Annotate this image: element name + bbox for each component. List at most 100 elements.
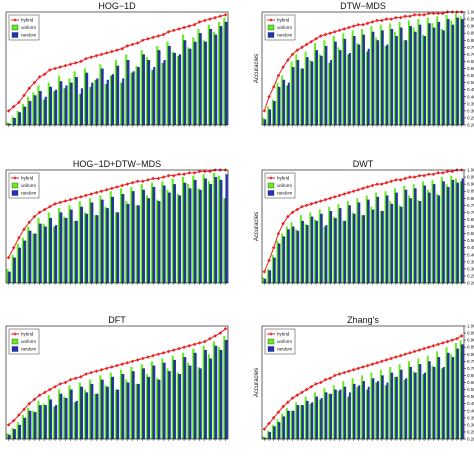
bar-uniform: [309, 212, 312, 283]
y-tick-label: 1.00: [467, 10, 474, 15]
bar-overlap: [291, 226, 294, 283]
bar-overlap: [74, 402, 77, 439]
legend-swatch-random: [267, 32, 275, 38]
bar-uniform: [130, 186, 133, 283]
hybrid-marker: [202, 169, 207, 174]
bar-random: [220, 26, 223, 125]
bar-overlap: [409, 198, 411, 283]
bar-uniform: [68, 205, 71, 283]
bar-random: [414, 372, 417, 439]
hybrid-marker: [120, 183, 124, 188]
bar-random: [372, 378, 375, 439]
hybrid-marker: [58, 382, 63, 386]
bar-uniform: [398, 205, 401, 283]
legend-marker-hybrid: [269, 332, 273, 336]
y-tick-label: 0.60: [467, 66, 474, 71]
bar-random: [419, 364, 422, 439]
bar-random: [55, 225, 58, 283]
bar-uniform: [314, 43, 317, 126]
bar-random: [75, 400, 78, 439]
bar-overlap: [282, 79, 284, 125]
bar-overlap: [49, 399, 51, 439]
bar-uniform: [58, 75, 61, 125]
hybrid-marker: [63, 63, 68, 68]
hybrid-marker: [94, 369, 99, 373]
hybrid-marker: [213, 334, 217, 338]
bar-uniform: [94, 215, 97, 283]
hybrid-marker: [27, 220, 32, 225]
hybrid-marker: [125, 360, 130, 365]
hybrid-marker: [431, 11, 436, 16]
hybrid-marker: [271, 245, 276, 250]
bar-uniform: [6, 122, 9, 125]
y-tick-label: 0.55: [467, 387, 474, 392]
bar-overlap: [390, 372, 392, 439]
hybrid-marker: [412, 349, 417, 354]
bar-uniform: [63, 216, 66, 283]
y-tick-label: 0.30: [467, 108, 474, 113]
hybrid-marker: [337, 193, 342, 198]
bar-uniform: [21, 414, 25, 439]
bar-overlap: [432, 27, 435, 126]
hybrid-marker: [218, 331, 223, 335]
bar-random: [55, 405, 58, 439]
bar-random: [163, 362, 166, 439]
bar-uniform: [384, 385, 387, 439]
bar-uniform: [389, 23, 392, 125]
hybrid-marker: [6, 255, 11, 260]
hybrid-marker: [281, 221, 285, 226]
bar-random: [414, 31, 417, 125]
bar-uniform: [161, 62, 164, 125]
bar-overlap: [95, 393, 98, 439]
bar-uniform: [212, 172, 216, 283]
bar-random: [209, 358, 213, 439]
hybrid-marker: [104, 51, 109, 55]
bar-overlap: [116, 212, 118, 283]
bar-overlap: [305, 57, 308, 126]
bar-random: [142, 368, 145, 439]
bar-uniform: [346, 54, 349, 125]
hybrid-marker: [135, 41, 140, 45]
hybrid-marker: [22, 227, 26, 232]
bar-uniform: [398, 364, 401, 439]
bar-random: [320, 398, 323, 439]
hybrid-marker: [208, 336, 212, 341]
chart-panel: HOG−1D hybrid uniform random: [5, 1, 229, 127]
bar-uniform: [267, 106, 270, 125]
legend-swatch-uniform: [267, 182, 275, 189]
hybrid-marker: [384, 17, 389, 21]
hybrid-marker: [177, 27, 181, 31]
legend-swatch-random: [267, 346, 275, 352]
bar-random: [344, 38, 347, 125]
bar-uniform: [21, 237, 25, 283]
bar-random: [316, 220, 318, 283]
bar-overlap: [357, 202, 360, 283]
y-tick-label: 0.25: [467, 115, 474, 120]
bar-random: [13, 257, 16, 283]
bar-uniform: [328, 206, 331, 283]
bar-uniform: [445, 184, 448, 283]
bar-overlap: [348, 396, 350, 439]
bar-uniform: [361, 375, 363, 439]
bar-overlap: [442, 368, 444, 439]
bar-random: [101, 379, 104, 439]
hybrid-marker: [182, 172, 186, 177]
bar-uniform: [42, 223, 45, 283]
bar-uniform: [119, 82, 123, 125]
y-tick-label: 0.65: [467, 373, 474, 378]
bar-overlap: [157, 379, 160, 439]
bar-random: [311, 61, 314, 125]
hybrid-marker: [135, 179, 140, 184]
hybrid-marker: [166, 173, 171, 178]
bar-random: [117, 65, 120, 125]
hybrid-marker: [295, 207, 300, 212]
bar-random: [419, 201, 422, 283]
bar-random: [353, 36, 356, 126]
bar-random: [18, 247, 22, 283]
hybrid-marker: [323, 377, 328, 382]
bar-overlap: [310, 216, 313, 283]
bar-uniform: [318, 209, 321, 283]
hybrid-marker: [166, 349, 171, 354]
bar-overlap: [203, 350, 206, 439]
bar-uniform: [37, 85, 40, 125]
